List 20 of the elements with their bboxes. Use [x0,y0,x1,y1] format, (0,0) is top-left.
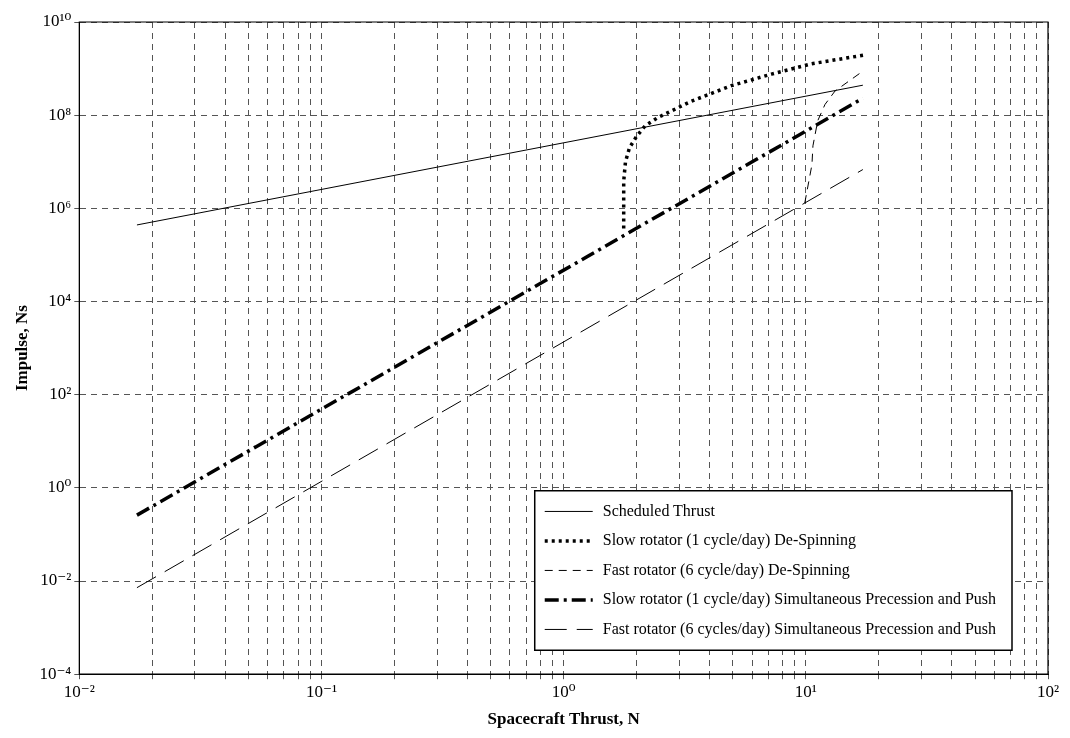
legend-label: Scheduled Thrust [602,501,716,519]
x-axis-title: Spacecraft Thrust, N [487,709,641,729]
legend-label: Slow rotator (1 cycle/day) Simultaneous Precession and Push [602,590,996,609]
y-tick-label: 10⁰ [47,477,72,497]
x-tick-label: 10⁻² [63,681,95,701]
x-tick-label: 10⁻¹ [305,681,338,701]
y-tick-label: 10⁴ [48,290,72,310]
y-tick-label: 10⁻⁴ [39,663,72,683]
x-tick-label: 10⁰ [551,681,576,701]
y-tick-label: 10² [49,384,72,404]
y-axis-title: Impulse, Ns [11,304,31,392]
y-tick-label: 10⁸ [48,104,72,124]
x-tick-label: 10² [1036,681,1060,701]
legend-label: Slow rotator (1 cycle/day) De-Spinning [602,531,857,550]
y-tick-label: 10⁻² [40,570,72,590]
y-tick-label: 10¹⁰ [42,11,72,31]
legend-label: Fast rotator (6 cycles/day) Simultaneous Precession and Push [602,619,996,638]
y-tick-label: 10⁶ [48,197,72,217]
x-tick-label: 10¹ [794,681,817,701]
legend-label: Fast rotator (6 cycle/day) De-Spinning [602,560,850,579]
